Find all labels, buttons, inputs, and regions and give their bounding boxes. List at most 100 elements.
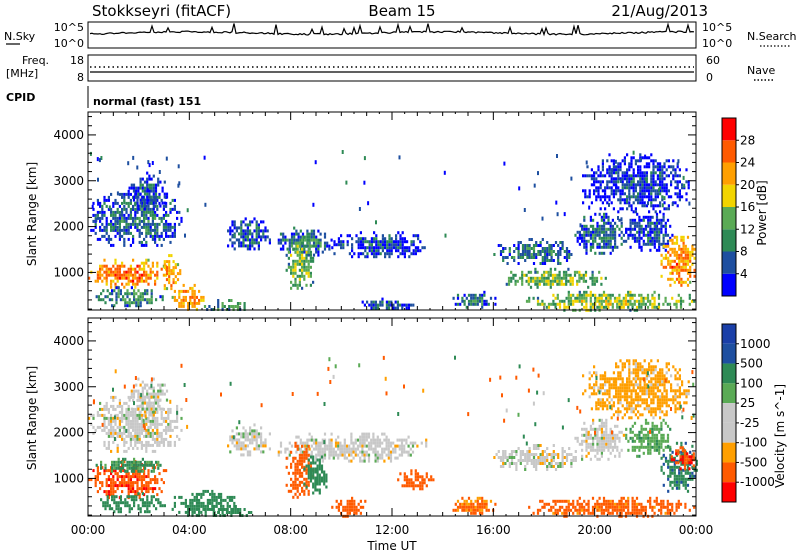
power-cell [502, 256, 505, 259]
velocity-cell [145, 428, 148, 432]
velocity-cell [121, 404, 124, 408]
velocity-cell [104, 463, 107, 467]
power-cell [546, 241, 549, 244]
power-cell [262, 232, 265, 236]
power-cell [110, 270, 113, 274]
power-cell [152, 174, 155, 178]
power-cell [645, 171, 648, 175]
power-cell [578, 230, 581, 234]
velocity-cell [305, 485, 308, 489]
noise-tick-top-right: 10^5 [702, 21, 732, 34]
velocity-cell [156, 443, 159, 447]
power-cell [641, 192, 644, 196]
power-cell [647, 230, 650, 234]
power-cell [165, 287, 169, 291]
power-cell [129, 264, 132, 268]
velocity-cell [187, 513, 190, 517]
velocity-cell [330, 444, 333, 448]
velocity-cell [130, 392, 133, 396]
velocity-cell [130, 507, 133, 511]
power-cell [160, 267, 163, 271]
power-cell [576, 230, 579, 234]
power-cell [582, 276, 585, 280]
power-cell [536, 276, 539, 280]
power-cell [686, 250, 690, 254]
velocity-cell [146, 395, 149, 399]
velocity-cell [176, 425, 179, 429]
power-cell [667, 204, 670, 208]
power-cell [617, 189, 620, 193]
power-cell [149, 231, 152, 235]
velocity-cell [112, 404, 115, 408]
power-cell [539, 244, 542, 247]
velocity-cell [325, 476, 328, 480]
velocity-cell [105, 481, 108, 485]
power-cell [627, 302, 630, 306]
velocity-cell [578, 505, 581, 509]
power-cell [381, 243, 384, 247]
power-cell [173, 207, 176, 211]
power-cell [519, 256, 522, 259]
velocity-cell [295, 435, 298, 439]
velocity-cell [167, 440, 170, 444]
power-cell [605, 293, 608, 297]
power-cell [296, 241, 299, 245]
power-cell [481, 302, 484, 306]
velocity-cell [580, 505, 584, 509]
power-cell [307, 271, 310, 275]
velocity-cell [409, 447, 412, 451]
power-cell [156, 222, 159, 226]
power-cell [680, 259, 683, 263]
power-cell [589, 233, 592, 237]
power-cell [132, 240, 135, 244]
velocity-cell [476, 496, 479, 500]
velocity-cell [169, 434, 172, 438]
velocity-cell [307, 458, 310, 462]
velocity-cell [151, 416, 154, 420]
velocity-cell [162, 481, 165, 485]
power-cell [474, 296, 477, 300]
velocity-cell [147, 428, 150, 432]
velocity-cell [284, 447, 287, 451]
power-cell [517, 241, 520, 244]
power-cell [609, 224, 612, 228]
velocity-cell [130, 407, 133, 411]
velocity-cell [90, 413, 93, 417]
velocity-cell [485, 499, 488, 503]
velocity-cell [546, 456, 549, 459]
velocity-cell [378, 456, 382, 460]
power-cell [593, 189, 596, 193]
power-cell [619, 192, 622, 196]
power-cell [103, 234, 106, 238]
power-cell [589, 305, 592, 309]
power-cell [144, 298, 147, 302]
power-cell [641, 204, 644, 208]
power-cell [121, 234, 124, 238]
velocity-cell [127, 428, 130, 432]
power-cell [110, 192, 113, 196]
velocity-cell [162, 428, 165, 432]
power-cell [169, 225, 172, 229]
velocity-cell [494, 502, 497, 506]
power-cell [301, 235, 305, 239]
velocity-cell [107, 428, 110, 432]
power-cell [678, 259, 681, 263]
power-cell [90, 228, 93, 232]
power-cell [505, 282, 508, 286]
velocity-cell [161, 392, 164, 396]
velocity-cell [195, 492, 198, 496]
velocity-cell [112, 478, 115, 482]
power-cell [96, 216, 99, 220]
velocity-cell [134, 422, 137, 426]
power-cell [625, 230, 628, 234]
power-cell [678, 192, 681, 196]
velocity-cell [594, 505, 597, 509]
velocity-cell [247, 511, 251, 514]
power-cell [598, 302, 601, 306]
power-cell [308, 253, 311, 257]
velocity-cell [135, 498, 138, 502]
velocity-cell [140, 422, 143, 426]
power-cell [121, 207, 124, 211]
power-cell [145, 213, 148, 217]
power-cell [588, 174, 591, 178]
